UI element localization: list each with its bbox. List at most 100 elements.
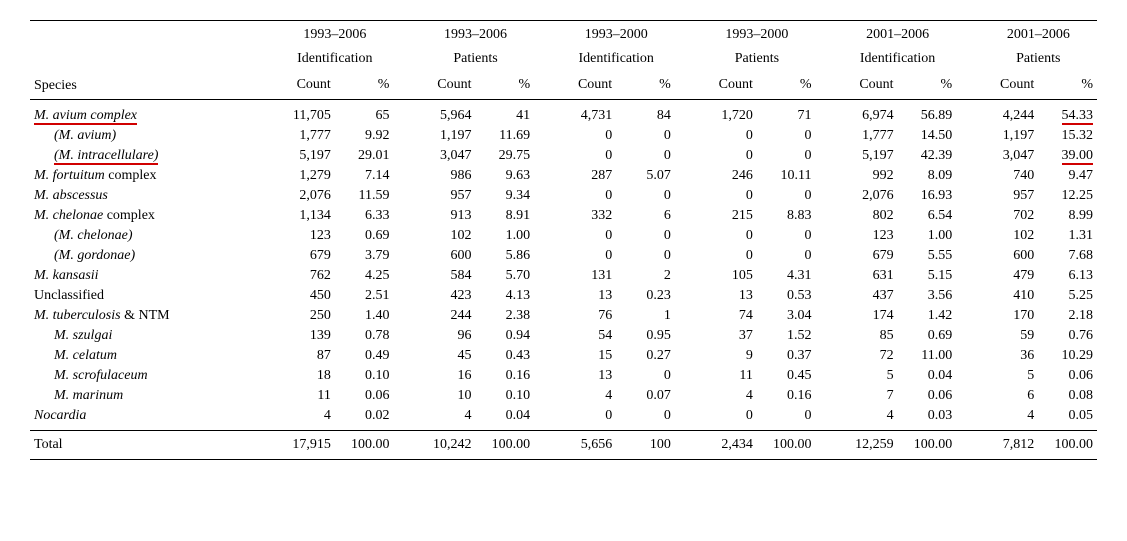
header-period-row: 1993–2006 1993–2006 1993–2000 1993–2000 … (30, 21, 1097, 50)
count-cell: 123 (276, 226, 335, 246)
count-cell: 0 (698, 186, 757, 206)
pct-cell: 6.13 (1038, 266, 1097, 286)
count-cell: 54 (558, 326, 617, 346)
pct-cell: 0.10 (335, 366, 394, 386)
table-row: M. szulgai1390.78960.94540.95371.52850.6… (30, 326, 1097, 346)
count-cell: 1,777 (839, 126, 898, 146)
count-cell: 740 (980, 166, 1039, 186)
pct-cell: 14.50 (898, 126, 957, 146)
pct-cell: 2.38 (476, 306, 535, 326)
species-label: (M. intracellulare) (54, 148, 158, 165)
pct-cell: 1.00 (898, 226, 957, 246)
pct-cell: 0.95 (616, 326, 675, 346)
count-cell: 992 (839, 166, 898, 186)
count-cell: 11 (698, 366, 757, 386)
table-row: (M. chelonae)1230.691021.0000001231.0010… (30, 226, 1097, 246)
pct-cell: 0.76 (1038, 326, 1097, 346)
pct-cell: 0 (757, 406, 816, 431)
pct-cell: 29.01 (335, 146, 394, 166)
species-label: M. tuberculosis & NTM (34, 308, 170, 323)
pct-cell: 0.37 (757, 346, 816, 366)
pct-cell: 11.69 (476, 126, 535, 146)
table-row: M. celatum870.49450.43150.2790.377211.00… (30, 346, 1097, 366)
count-cell: 16 (417, 366, 476, 386)
count-cell: 1,720 (698, 100, 757, 127)
species-cell: Unclassified (30, 286, 253, 306)
species-cell: M. celatum (30, 346, 253, 366)
pct-cell: 2.51 (335, 286, 394, 306)
species-header: Species (30, 73, 253, 100)
pct-cell: 71 (757, 100, 816, 127)
count-cell: 215 (698, 206, 757, 226)
species-cell: M. chelonae complex (30, 206, 253, 226)
table-row: M. scrofulaceum180.10160.16130110.4550.0… (30, 366, 1097, 386)
pct-cell: 56.89 (898, 100, 957, 127)
species-cell: (M. gordonae) (30, 246, 253, 266)
pct-cell: 1.42 (898, 306, 957, 326)
pct-cell: 0.94 (476, 326, 535, 346)
period-5: 2001–2006 (1007, 27, 1070, 42)
pct-cell: 4.13 (476, 286, 535, 306)
count-cell: 123 (839, 226, 898, 246)
table-row: M. abscessus2,07611.599579.3400002,07616… (30, 186, 1097, 206)
species-label: M. chelonae complex (34, 208, 155, 223)
pct-cell: 0.08 (1038, 386, 1097, 406)
header-subcol-row: Species Count% Count% Count% Count% Coun… (30, 73, 1097, 100)
pct-cell: 9.47 (1038, 166, 1097, 186)
pct-cell: 1 (616, 306, 675, 326)
count-cell: 702 (980, 206, 1039, 226)
count-cell: 679 (839, 246, 898, 266)
measure-0: Identification (297, 51, 372, 66)
count-cell: 4 (980, 406, 1039, 431)
pct-cell: 5.70 (476, 266, 535, 286)
period-4: 2001–2006 (866, 27, 929, 42)
species-table: 1993–2006 1993–2006 1993–2000 1993–2000 … (30, 20, 1097, 460)
count-cell: 0 (698, 226, 757, 246)
pct-cell: 11.00 (898, 346, 957, 366)
pct-cell: 0.23 (616, 286, 675, 306)
table-row: (M. gordonae)6793.796005.8600006795.5560… (30, 246, 1097, 266)
pct-cell: 41 (476, 100, 535, 127)
pct-cell: 65 (335, 100, 394, 127)
measure-4: Identification (860, 51, 935, 66)
pct-cell: 5.86 (476, 246, 535, 266)
pct-cell: 7.14 (335, 166, 394, 186)
pct-cell: 0 (757, 186, 816, 206)
pct-cell: 0.49 (335, 346, 394, 366)
pct-cell: 4.31 (757, 266, 816, 286)
species-cell: (M. avium) (30, 126, 253, 146)
period-1: 1993–2006 (444, 27, 507, 42)
pct-cell: 0 (757, 226, 816, 246)
count-cell: 437 (839, 286, 898, 306)
table-row: (M. avium)1,7779.921,19711.6900001,77714… (30, 126, 1097, 146)
pct-cell: 0.03 (898, 406, 957, 431)
species-cell: M. scrofulaceum (30, 366, 253, 386)
pct-cell: 5.55 (898, 246, 957, 266)
count-cell: 6,974 (839, 100, 898, 127)
species-cell: M. avium complex (30, 100, 253, 127)
pct-cell: 100.00 (1038, 431, 1097, 460)
pct-cell: 0.53 (757, 286, 816, 306)
pct-cell: 16.93 (898, 186, 957, 206)
pct-cell: 8.91 (476, 206, 535, 226)
pct-cell: 100.00 (476, 431, 535, 460)
pct-cell: 0 (757, 146, 816, 166)
pct-cell: 100 (616, 431, 675, 460)
pct-cell: 10.29 (1038, 346, 1097, 366)
species-label: (M. avium) (54, 128, 116, 143)
pct-cell: 5.25 (1038, 286, 1097, 306)
pct-cell: 0.16 (757, 386, 816, 406)
count-cell: 11,705 (276, 100, 335, 127)
count-cell: 139 (276, 326, 335, 346)
count-cell: 5,197 (276, 146, 335, 166)
count-cell: 423 (417, 286, 476, 306)
count-cell: 957 (980, 186, 1039, 206)
pct-cell: 0.02 (335, 406, 394, 431)
total-label: Total (30, 431, 253, 460)
table-row: M. fortuitum complex1,2797.149869.632875… (30, 166, 1097, 186)
pct-cell: 0.05 (1038, 406, 1097, 431)
pct-cell: 29.75 (476, 146, 535, 166)
pct-cell: 0 (616, 366, 675, 386)
pct-cell: 2.18 (1038, 306, 1097, 326)
count-header-4: Count (839, 73, 898, 100)
